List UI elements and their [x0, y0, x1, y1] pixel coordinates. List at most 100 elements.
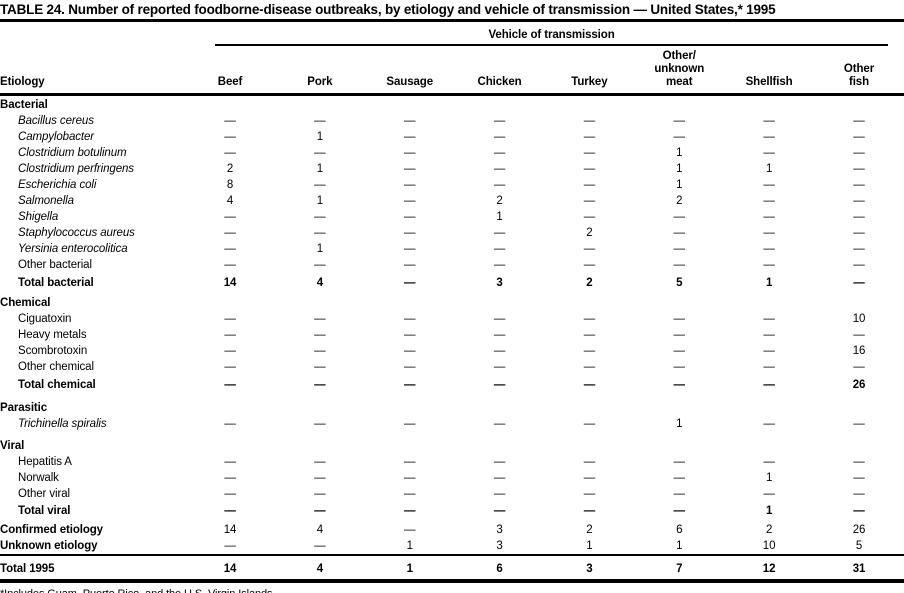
value-cell: — — [493, 227, 506, 239]
value-cell: — — [404, 523, 416, 536]
value-cell: — — [404, 418, 416, 430]
column-header: Chicken — [454, 46, 545, 96]
column-header: Pork — [274, 46, 365, 96]
value-cell: — — [404, 487, 416, 500]
value-cell: — — [404, 313, 416, 325]
value-cell: — — [853, 243, 865, 255]
value-cell: — — [673, 505, 686, 517]
spanner-label: Vehicle of transmission — [215, 29, 888, 46]
value-cell: 1 — [316, 195, 324, 207]
value-cell: — — [853, 179, 865, 191]
value-cell: — — [673, 115, 686, 127]
value-cell: — — [583, 329, 596, 341]
value-cell: — — [314, 115, 326, 127]
value-cell: — — [583, 179, 596, 191]
value-cell: — — [314, 227, 326, 239]
value-cell: 1 — [496, 211, 503, 223]
value-cell: — — [224, 227, 236, 239]
value-cell: 3 — [544, 554, 635, 583]
value-cell: — — [224, 378, 236, 391]
section-header-row: Chemical — [0, 291, 904, 312]
value-cell: — — [853, 418, 865, 430]
value-cell: 2 — [676, 195, 683, 207]
value-cell: — — [493, 455, 506, 468]
value-cell: 4 — [274, 554, 365, 583]
value-cell: — — [583, 378, 596, 391]
value-cell: — — [314, 539, 326, 552]
etiology-label: Clostridium botulinum — [18, 147, 127, 159]
value-cell: — — [404, 455, 416, 468]
etiology-label: Unknown etiology — [0, 539, 98, 552]
value-cell: — — [493, 243, 506, 255]
value-cell: — — [404, 131, 416, 143]
value-cell: — — [224, 345, 236, 357]
etiology-label: Escherichia coli — [18, 179, 97, 191]
value-cell: 16 — [852, 345, 866, 357]
table-row: Scombrotoxin — — — — — — — 16 — [0, 344, 904, 360]
value-cell: 3 — [496, 539, 503, 552]
summary-row: Confirmed etiology 14 4—3 2 6 2 26 — [0, 520, 904, 539]
spanner-cell: Vehicle of transmission — [185, 22, 904, 46]
table-row: Clostridium botulinum — — — — — 1 — — — [0, 146, 904, 162]
value-cell: 1 — [586, 539, 593, 552]
value-cell: — — [853, 115, 865, 127]
value-cell: — — [673, 487, 686, 500]
value-cell: — — [314, 361, 326, 373]
table-row: Salmonella 4 1 — 2 — 2 — — — [0, 194, 904, 210]
value-cell: 26 — [852, 523, 866, 536]
column-header-row: Etiology Beef Pork Sausage Chicken Turkey Oth… — [0, 46, 904, 96]
value-cell: — — [853, 227, 865, 239]
value-cell: 1 — [765, 276, 773, 289]
table-row: Other bacterial — — — — — — — — — [0, 258, 904, 274]
etiology-label: Confirmed etiology — [0, 523, 103, 536]
value-cell: — — [224, 329, 236, 341]
value-cell: — — [583, 487, 596, 500]
etiology-label: Parasitic — [0, 402, 48, 414]
value-cell: — — [493, 259, 506, 271]
outbreaks-table: Vehicle of transmission Etiology Beef Por… — [0, 22, 904, 583]
etiology-label: Norwalk — [18, 471, 59, 484]
etiology-label: Ciguatoxin — [18, 313, 72, 325]
etiology-label: Trichinella spiralis — [18, 418, 107, 430]
value-cell: — — [314, 259, 326, 271]
value-cell: 1 — [676, 539, 683, 552]
value-cell: 5 — [676, 276, 683, 289]
etiology-label: Total bacterial — [18, 276, 94, 289]
value-cell: — — [224, 115, 236, 127]
value-cell: — — [224, 539, 236, 552]
column-header: Other/ unknown meat — [634, 46, 725, 96]
etiology-column-header: Etiology — [0, 46, 186, 96]
value-cell: — — [853, 329, 865, 341]
value-cell: — — [583, 211, 596, 223]
value-cell: — — [404, 163, 416, 175]
page-title: TABLE 24. Number of reported foodborne-d… — [0, 0, 904, 22]
value-cell: 2 — [226, 163, 234, 175]
value-cell: 10 — [762, 539, 776, 552]
value-cell: — — [583, 163, 596, 175]
value-cell: — — [493, 163, 506, 175]
etiology-label: Chemical — [0, 297, 51, 309]
value-cell: — — [583, 259, 596, 271]
column-header: Beef — [185, 46, 275, 96]
value-cell: 4 — [316, 276, 324, 289]
value-cell: — — [404, 276, 416, 289]
etiology-label: Campylobacter — [18, 131, 95, 143]
value-cell: 2 — [586, 523, 593, 536]
value-cell: — — [673, 131, 686, 143]
value-cell: — — [583, 243, 596, 255]
etiology-label: Scombrotoxin — [18, 345, 88, 357]
value-cell: — — [224, 487, 236, 500]
value-cell: — — [404, 329, 416, 341]
spanner-spacer — [0, 22, 185, 46]
value-cell: — — [673, 378, 686, 391]
value-cell: — — [853, 259, 865, 271]
value-cell: 1 — [316, 163, 324, 175]
etiology-label: Bacillus cereus — [18, 115, 94, 127]
value-cell: — — [493, 418, 506, 430]
value-cell: — — [224, 243, 236, 255]
etiology-label: Clostridium perfringens — [18, 163, 134, 175]
value-cell: — — [853, 195, 865, 207]
value-cell: — — [673, 227, 686, 239]
value-cell: — — [853, 471, 865, 484]
table-row: Yersinia enterocolitica — 1 — — — — — — — [0, 242, 904, 258]
